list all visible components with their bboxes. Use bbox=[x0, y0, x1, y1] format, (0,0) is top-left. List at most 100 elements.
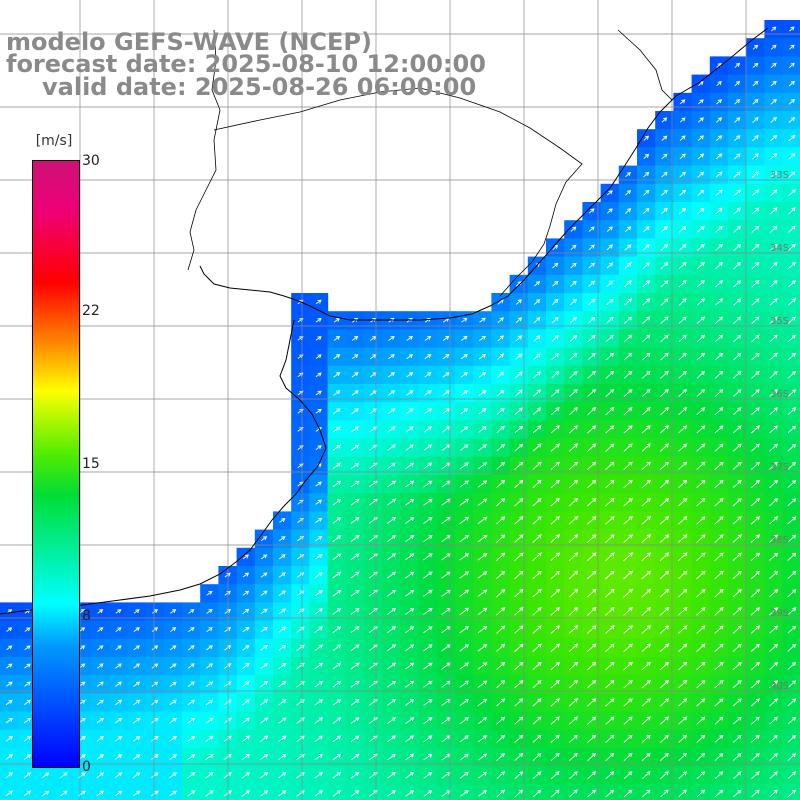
wind-arrow bbox=[770, 62, 777, 69]
wind-arrow bbox=[696, 588, 706, 598]
wind-arrow bbox=[623, 679, 633, 689]
wind-arrow bbox=[696, 407, 706, 416]
wind-arrow bbox=[587, 698, 597, 707]
wind-arrow bbox=[332, 608, 342, 615]
wind-arrow bbox=[714, 734, 724, 743]
wind-arrow bbox=[477, 735, 488, 743]
wind-arrow bbox=[769, 425, 779, 434]
wind-arrow bbox=[678, 698, 688, 707]
wind-arrow bbox=[696, 280, 705, 288]
wind-arrow bbox=[350, 680, 360, 688]
wind-arrow bbox=[697, 171, 705, 178]
wind-arrow bbox=[314, 771, 324, 779]
wind-arrow bbox=[716, 117, 723, 123]
wind-arrow bbox=[459, 516, 470, 525]
wind-arrow bbox=[769, 225, 778, 233]
wind-arrow bbox=[187, 663, 195, 669]
wind-arrow bbox=[151, 627, 159, 632]
wind-arrow bbox=[605, 625, 615, 634]
wind-arrow bbox=[623, 461, 633, 470]
wind-cell bbox=[418, 784, 438, 800]
wind-arrow bbox=[296, 590, 305, 597]
wind-cell bbox=[764, 784, 784, 800]
wind-cell bbox=[618, 784, 638, 800]
wind-arrow bbox=[714, 425, 724, 434]
wind-arrow bbox=[568, 443, 579, 452]
wind-cell bbox=[91, 784, 110, 800]
wind-arrow bbox=[659, 588, 670, 598]
wind-arrow bbox=[314, 699, 324, 706]
wind-arrow bbox=[787, 680, 797, 689]
wind-arrow bbox=[260, 554, 268, 560]
wind-arrow bbox=[696, 370, 706, 379]
wind-arrow bbox=[169, 645, 177, 651]
wind-arrow bbox=[151, 645, 159, 651]
wind-arrow bbox=[641, 352, 651, 361]
wind-arrow bbox=[696, 716, 706, 725]
wind-arrow bbox=[568, 607, 579, 616]
wind-arrow bbox=[787, 262, 796, 270]
wind-arrow bbox=[697, 153, 705, 160]
wind-cell bbox=[655, 784, 674, 800]
wind-arrow bbox=[532, 570, 542, 580]
wind-arrow bbox=[787, 534, 797, 543]
wind-arrow bbox=[789, 44, 795, 50]
wind-arrow bbox=[660, 753, 669, 761]
wind-arrow bbox=[405, 390, 414, 396]
wind-arrow bbox=[386, 589, 397, 597]
wind-arrow bbox=[732, 443, 742, 452]
wind-cell bbox=[145, 784, 165, 800]
wind-arrow bbox=[387, 771, 396, 779]
wind-arrow bbox=[478, 408, 487, 415]
wind-arrow bbox=[5, 790, 14, 797]
wind-arrow bbox=[115, 609, 122, 614]
wind-arrow bbox=[751, 698, 760, 707]
wind-arrow bbox=[551, 353, 560, 361]
wind-arrow bbox=[314, 608, 323, 615]
wind-cell bbox=[746, 784, 765, 800]
wind-arrow bbox=[751, 425, 760, 434]
wind-arrow bbox=[605, 334, 614, 343]
wind-arrow bbox=[514, 516, 524, 525]
wind-arrow bbox=[714, 479, 724, 489]
wind-arrow bbox=[732, 625, 742, 634]
wind-arrow bbox=[678, 753, 688, 761]
wind-arrow bbox=[659, 425, 670, 434]
wind-arrow bbox=[750, 607, 761, 616]
wind-arrow bbox=[169, 754, 177, 760]
wind-arrow bbox=[350, 535, 360, 542]
wind-arrow bbox=[696, 534, 706, 543]
wind-arrow bbox=[787, 589, 797, 598]
wind-arrow bbox=[533, 371, 541, 379]
wind-arrow bbox=[750, 552, 761, 561]
wind-arrow bbox=[568, 552, 579, 562]
wind-arrow bbox=[587, 771, 597, 780]
wind-arrow bbox=[477, 771, 488, 779]
wind-arrow bbox=[259, 717, 269, 724]
wind-arrow bbox=[459, 571, 470, 579]
wind-arrow bbox=[787, 516, 797, 525]
wind-arrow bbox=[769, 661, 779, 671]
wind-arrow bbox=[423, 790, 433, 797]
wind-arrow bbox=[133, 699, 141, 706]
wind-arrow bbox=[477, 680, 488, 688]
wind-arrow bbox=[696, 498, 706, 507]
wind-arrow bbox=[496, 789, 505, 798]
wind-arrow bbox=[787, 298, 796, 306]
wind-arrow bbox=[315, 336, 322, 341]
wind-arrow bbox=[278, 735, 287, 742]
wind-arrow bbox=[332, 589, 342, 597]
wind-arrow bbox=[533, 299, 541, 305]
wind-arrow bbox=[661, 153, 668, 160]
wind-arrow bbox=[569, 298, 577, 306]
wind-arrow bbox=[169, 681, 177, 687]
wind-arrow bbox=[660, 771, 669, 780]
wind-arrow bbox=[550, 516, 561, 525]
wind-arrow bbox=[332, 571, 342, 579]
wind-arrow bbox=[788, 135, 796, 142]
wind-arrow bbox=[606, 208, 613, 214]
wind-arrow bbox=[770, 117, 777, 123]
wind-arrow bbox=[696, 607, 706, 616]
wind-arrow bbox=[496, 516, 506, 525]
wind-arrow bbox=[568, 407, 578, 416]
